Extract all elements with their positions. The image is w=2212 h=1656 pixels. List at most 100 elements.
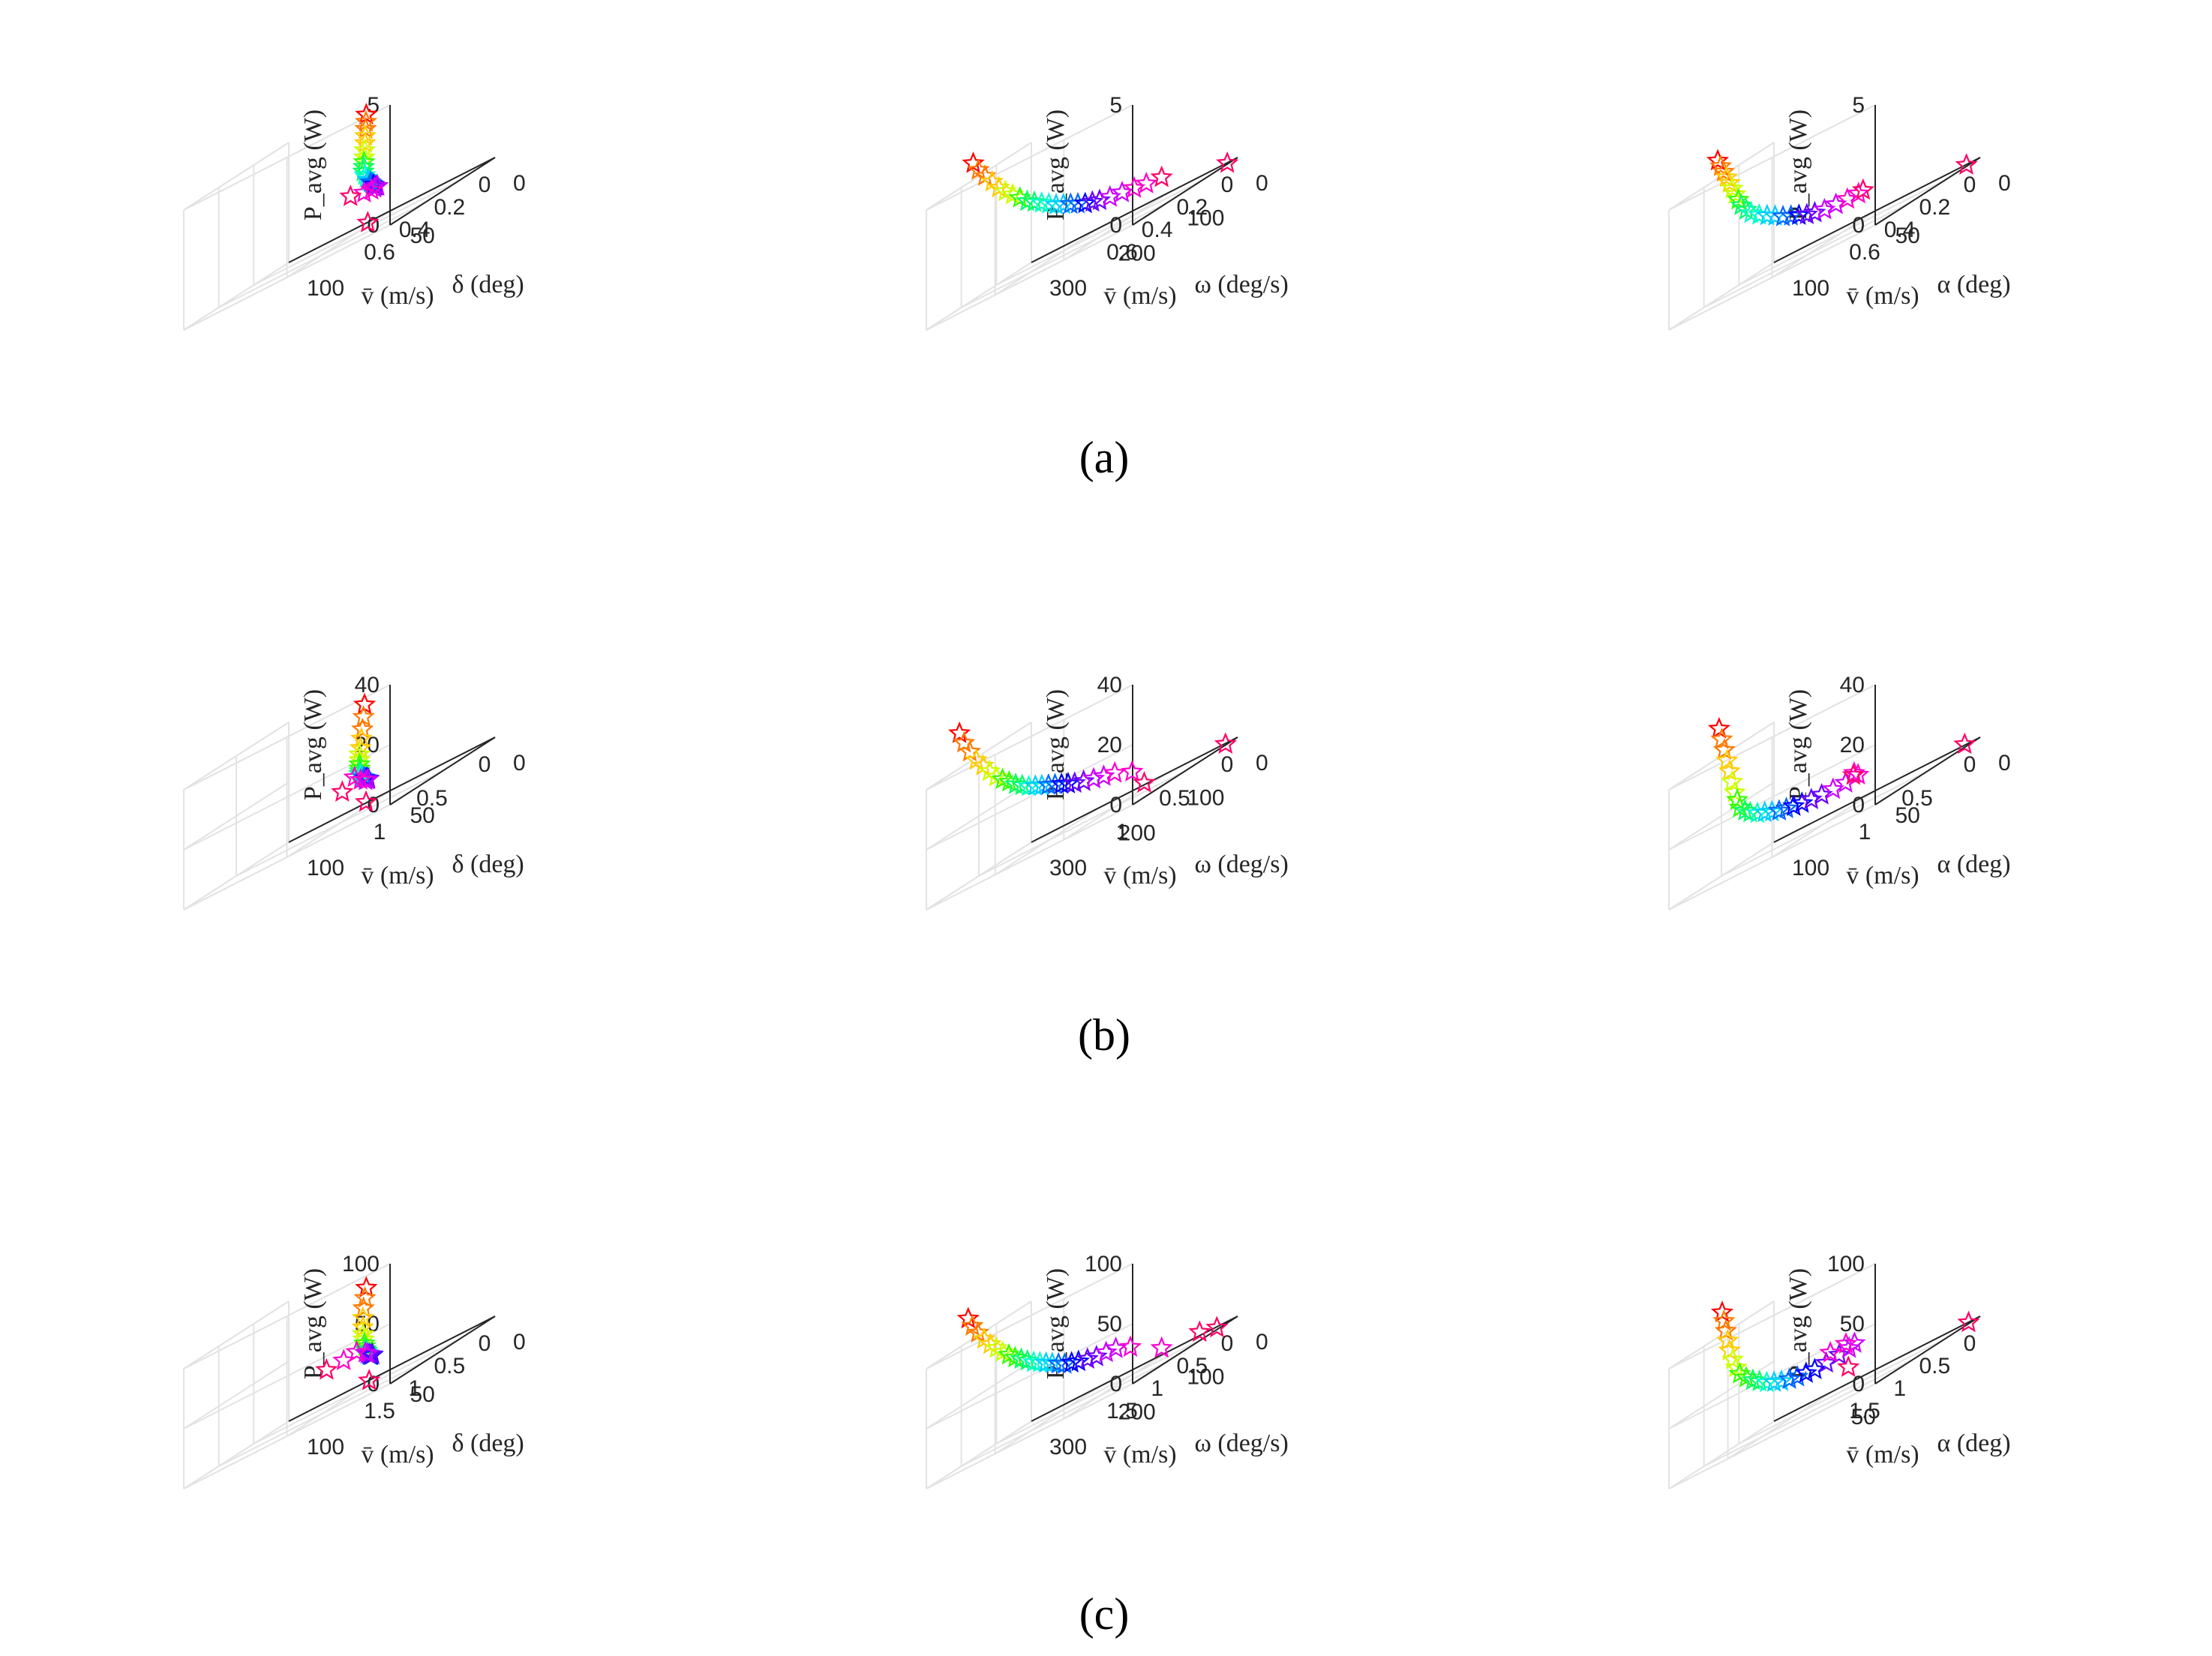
data-point-star [1133, 771, 1156, 793]
data-point-star [1710, 727, 1733, 749]
data-point-star [1795, 202, 1818, 225]
data-point-star [1715, 748, 1739, 771]
x-axis-label: v̄ (m/s) [361, 862, 434, 890]
y-tick-label: 0 [513, 1330, 526, 1354]
data-point-star [1016, 189, 1039, 212]
data-point-star [984, 764, 1008, 787]
data-point-star [1782, 794, 1805, 816]
data-point-star [1135, 172, 1158, 194]
y-tick-label: 0 [1256, 171, 1268, 196]
x-axis-label: v̄ (m/s) [1103, 1441, 1176, 1468]
x-tick-label: 0 [1964, 752, 1976, 777]
y-axis-label: δ (deg) [452, 271, 524, 298]
data-point-star [1724, 1355, 1748, 1378]
data-point-star [1001, 182, 1025, 205]
data-point-star [1088, 188, 1112, 211]
data-point-star [1067, 1349, 1090, 1372]
x-tick-label: 1 [408, 1376, 421, 1401]
data-point-star [1851, 178, 1874, 200]
data-point-star [363, 176, 386, 198]
x-tick-label: 0 [1221, 752, 1234, 777]
x-tick-label: 0.5 [1176, 1354, 1208, 1378]
data-point-star [1081, 190, 1104, 212]
y-tick-label: 50 [410, 224, 435, 248]
y-axis-label: δ (deg) [452, 1430, 524, 1457]
data-point-star [1072, 769, 1095, 791]
data-points [956, 1306, 1229, 1374]
z-axis-label: P_avg (W) [1784, 110, 1812, 220]
axes [1773, 105, 1981, 263]
data-point-star [354, 790, 378, 812]
x-tick-label: 0.4 [1884, 218, 1916, 242]
y-tick-label: 300 [1049, 856, 1087, 880]
data-points [1710, 1300, 1980, 1393]
z-tick-label: 0 [1852, 1372, 1865, 1396]
x-tick-label: 0.2 [1176, 195, 1208, 220]
data-point-star [1769, 1369, 1793, 1391]
caption-b: (b) [1078, 1010, 1130, 1060]
data-point-star [998, 770, 1021, 792]
y-tick-label: 100 [1187, 786, 1224, 811]
z-axis-label: P_avg (W) [299, 110, 327, 220]
data-point-star [1073, 191, 1097, 214]
axes [288, 105, 496, 263]
y-tick-label: 50 [1851, 1405, 1876, 1430]
y-tick-label: 100 [307, 276, 344, 301]
z-tick-label: 40 [1840, 673, 1865, 698]
z-tick-label: 0 [1109, 213, 1122, 238]
data-point-star [994, 179, 1017, 202]
data-points [315, 1276, 384, 1390]
y-axis-label: α (deg) [1937, 271, 2011, 298]
y-tick-label: 0 [1256, 1330, 1268, 1354]
data-point-star [351, 1306, 374, 1328]
data-points [1706, 148, 1978, 226]
data-point-star [354, 1340, 377, 1363]
data-point-star [1085, 1345, 1108, 1366]
z-tick-label: 0 [367, 793, 380, 818]
z-tick-label: 50 [1097, 1312, 1122, 1336]
data-point-star [1715, 165, 1738, 188]
x-tick-label: 1.5 [364, 1399, 395, 1424]
axes [1773, 685, 1981, 843]
z-tick-label: 0 [1109, 1372, 1122, 1396]
data-point-star [343, 765, 366, 788]
data-point-star [1712, 738, 1736, 760]
x-tick-label: 0 [479, 172, 491, 197]
x-tick-label: 0.6 [1106, 240, 1138, 265]
y-tick-label: 0 [1256, 751, 1268, 776]
x-axis-label: v̄ (m/s) [1103, 862, 1176, 890]
z-tick-label: 20 [1097, 733, 1122, 758]
z-tick-label: 5 [1109, 93, 1122, 118]
x-axis-label: v̄ (m/s) [361, 1441, 434, 1468]
x-tick-label: 0.6 [364, 240, 395, 265]
data-point-star [1037, 772, 1060, 795]
axes [288, 1264, 496, 1422]
data-point-star [331, 780, 354, 802]
data-point-star [1778, 1367, 1801, 1390]
x-tick-label: 1 [1859, 820, 1871, 844]
y-tick-label: 200 [1118, 1400, 1156, 1424]
x-axis-label: v̄ (m/s) [1103, 282, 1176, 310]
y-axis-label: α (deg) [1937, 1430, 2011, 1457]
data-point-star [1004, 1346, 1027, 1368]
data-point-star [991, 767, 1014, 790]
data-point-star [345, 1340, 368, 1362]
data-point-star [1727, 188, 1750, 210]
x-tick-label: 1.5 [1849, 1399, 1880, 1424]
y-tick-label: 50 [1895, 224, 1920, 248]
x-tick-label: 0.4 [399, 218, 431, 242]
data-point-star [358, 1368, 381, 1390]
data-point-star [1755, 203, 1779, 226]
y-tick-label: 200 [1118, 820, 1156, 845]
y-tick-label: 100 [1187, 1365, 1224, 1390]
data-point-star [339, 184, 362, 206]
data-point-star [360, 178, 383, 200]
data-point-star [1214, 732, 1237, 754]
data-point-star [1957, 1310, 1980, 1333]
x-axis-label: v̄ (m/s) [1846, 862, 1919, 890]
data-point-star [1022, 190, 1046, 212]
x-tick-label: 0.2 [1919, 195, 1950, 220]
